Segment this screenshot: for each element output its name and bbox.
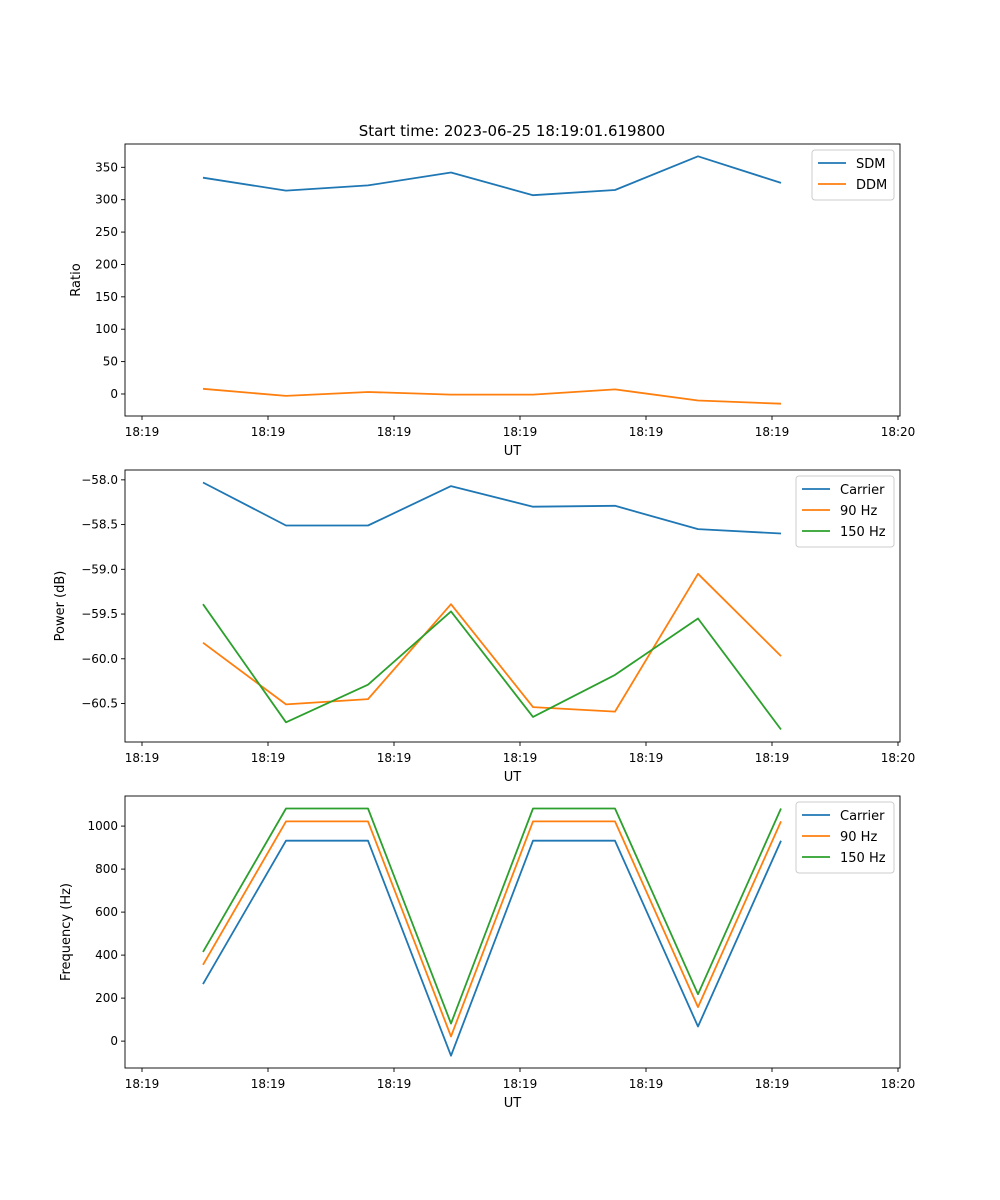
plot-frame [124,469,901,743]
series-line-sdm [202,155,782,197]
x-tick-label: 18:19 [125,1077,160,1091]
y-tick-label: 50 [103,355,118,369]
x-tick-label: 18:19 [377,425,412,439]
x-tick-label: 18:20 [881,751,916,765]
series-line-150-hz [202,603,782,731]
series-line-150-hz [202,807,782,1025]
legend-label: 150 Hz [840,851,886,866]
legend: Carrier 90 Hz 150 Hz [795,475,895,548]
plot-frame [124,795,901,1069]
y-tick-label: 1000 [87,819,118,833]
x-tick-label: 18:19 [755,1077,790,1091]
x-tick-label: 18:19 [377,751,412,765]
y-axis-label: Power (dB) [53,571,68,642]
x-tick-label: 18:19 [503,425,538,439]
x-tick-label: 18:19 [755,751,790,765]
y-tick-label: −60.5 [81,697,118,711]
legend-label: 90 Hz [840,830,877,845]
x-tick-label: 18:19 [377,1077,412,1091]
series-line-90-hz [202,572,782,713]
legend-label: SDM [856,157,885,172]
legend: SDM DDM [811,149,895,201]
x-tick-label: 18:19 [629,751,664,765]
chart-panel-3: 18:19 18:19 18:19 18:19 18:19 18:19 18:20 0 200 4… [59,795,916,1111]
legend-label: 90 Hz [840,504,877,519]
y-tick-label: −59.0 [81,562,118,576]
x-tick-label: 18:19 [125,751,160,765]
y-tick-label: 0 [110,1034,118,1048]
y-tick-label: 350 [95,160,118,174]
x-tick-label: 18:19 [629,1077,664,1091]
x-tick-label: 18:19 [251,751,286,765]
x-axis-label: UT [504,1096,522,1111]
legend-label: Carrier [840,809,885,824]
plot-frame [124,143,901,417]
x-axis-label: UT [504,444,522,459]
x-tick-label: 18:20 [881,1077,916,1091]
x-tick-label: 18:19 [755,425,790,439]
y-tick-label: −58.5 [81,518,118,532]
chart-panel-2: 18:19 18:19 18:19 18:19 18:19 18:19 18:20 −58.0… [53,469,916,785]
x-axis-label: UT [504,770,522,785]
y-tick-label: 0 [110,387,118,401]
y-tick-label: −59.5 [81,607,118,621]
y-tick-label: 150 [95,290,118,304]
series-line-carrier [202,481,782,535]
y-tick-label: 250 [95,225,118,239]
legend-label: Carrier [840,483,885,498]
x-tick-label: 18:19 [251,1077,286,1091]
series-line-90-hz [202,820,782,1038]
y-tick-label: 100 [95,322,118,336]
series-line-carrier [202,839,782,1057]
chart-panel-1: 18:19 18:19 18:19 18:19 18:19 18:19 18:20 0 50 10… [69,143,916,459]
legend-label: DDM [856,178,887,193]
legend-box [795,475,895,548]
x-tick-label: 18:19 [503,751,538,765]
panels: 18:19 18:19 18:19 18:19 18:19 18:19 18:20 0 50 10… [53,143,916,1111]
y-tick-label: 400 [95,948,118,962]
y-tick-label: −60.0 [81,652,118,666]
y-tick-label: 200 [95,257,118,271]
x-tick-label: 18:20 [881,425,916,439]
x-tick-label: 18:19 [629,425,664,439]
x-tick-label: 18:19 [125,425,160,439]
legend: Carrier 90 Hz 150 Hz [795,801,895,874]
legend-box [795,801,895,874]
y-tick-label: 200 [95,991,118,1005]
series-line-ddm [202,387,782,405]
y-axis-label: Ratio [69,263,84,296]
y-tick-label: 300 [95,193,118,207]
y-tick-label: 600 [95,905,118,919]
legend-label: 150 Hz [840,525,886,540]
x-tick-label: 18:19 [503,1077,538,1091]
y-axis-label: Frequency (Hz) [59,883,74,981]
y-tick-label: −58.0 [81,473,118,487]
figure-title: Start time: 2023-06-25 18:19:01.619800 [359,122,665,140]
y-tick-label: 800 [95,862,118,876]
x-tick-label: 18:19 [251,425,286,439]
